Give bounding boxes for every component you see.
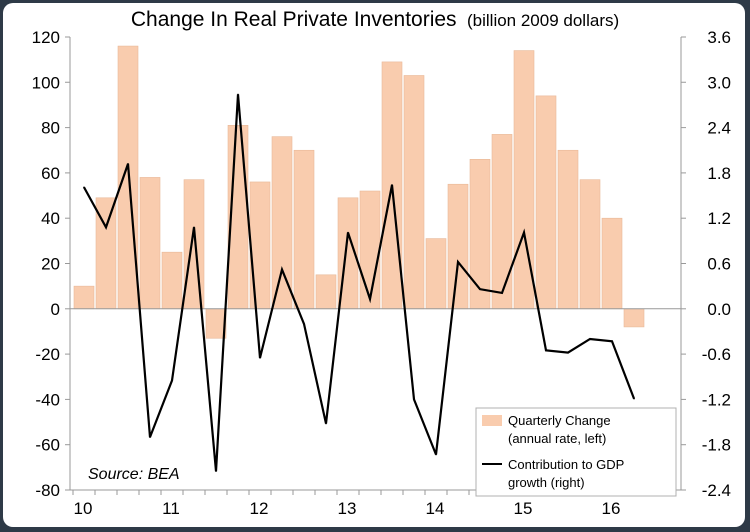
- x-axis-ticks: 10 11 12 13 14 15 16: [74, 499, 621, 518]
- line-point-2012-q2: [281, 268, 283, 271]
- right-tick-label: 2.4: [707, 119, 731, 138]
- line-point-2011-q2: [193, 226, 195, 229]
- bar-2011-q2: [183, 179, 205, 310]
- bar-2015-q2: [535, 95, 557, 310]
- left-tick-label: 60: [41, 164, 60, 183]
- bar-2015-q3: [557, 149, 579, 310]
- line-point-2014-q1: [435, 453, 437, 456]
- bar-2012-q4: [315, 274, 337, 310]
- line-point-2014-q4: [501, 292, 503, 294]
- x-tick-label-13: 13: [338, 499, 357, 518]
- x-tick-label-10: 10: [74, 499, 93, 518]
- line-point-2011-q4: [237, 93, 239, 96]
- line-series: [83, 93, 636, 472]
- line-point-2011-q1: [171, 379, 173, 382]
- x-tick-label-15: 15: [514, 499, 533, 518]
- line-point-2013-q3: [391, 184, 393, 186]
- left-tick-label: -80: [35, 481, 60, 500]
- right-tick-label: 1.8: [707, 164, 731, 183]
- left-tick-label: -20: [35, 345, 60, 364]
- legend-bar-swatch: [482, 415, 502, 426]
- legend-box: [475, 407, 677, 497]
- x-tick-label-12: 12: [250, 499, 269, 518]
- line-point-2015-q1: [523, 231, 525, 234]
- line-point-2015-q4: [589, 338, 591, 340]
- left-tick-label: -60: [35, 436, 60, 455]
- line-point-2012-q4: [325, 422, 327, 425]
- source-note: Source: BEA: [88, 466, 180, 483]
- bar-2014-q4: [491, 134, 513, 310]
- bar-2013-q2: [359, 190, 381, 310]
- line-point-2013-q4: [413, 398, 415, 401]
- left-tick-label: -40: [35, 390, 60, 409]
- right-tick-label: 3.6: [707, 28, 731, 47]
- line-point-2016-q1: [611, 340, 613, 343]
- left-tick-label: 20: [41, 255, 60, 274]
- left-tick-label: 40: [41, 209, 60, 228]
- legend: Quarterly Change (annual rate, left) Con…: [475, 407, 677, 497]
- chart-frame: Change In Real Private Inventories (bill…: [3, 3, 745, 527]
- right-tick-label: -2.4: [702, 481, 731, 500]
- line-point-2013-q1: [347, 231, 349, 234]
- line-point-2010-q4: [149, 436, 151, 438]
- bar-2014-q3: [469, 159, 491, 310]
- left-tick-label: 0: [51, 300, 60, 319]
- line-point-2014-q3: [479, 288, 481, 290]
- left-tick-label: 100: [32, 73, 60, 92]
- line-point-2011-q3: [215, 470, 217, 472]
- line-point-2013-q2: [369, 298, 371, 300]
- chart-title-main: Change In Real Private Inventories: [131, 8, 457, 31]
- line-point-2012-q3: [303, 323, 305, 325]
- x-tick-label-14: 14: [426, 499, 445, 518]
- bar-2011-q1: [161, 251, 183, 310]
- chart-title-sub: (billion 2009 dollars): [467, 11, 619, 30]
- line-point-2015-q2: [545, 349, 547, 352]
- bar-2013-q4: [403, 75, 425, 310]
- line-point-2012-q1: [259, 357, 261, 359]
- right-tick-label: 0.6: [707, 255, 731, 274]
- right-tick-label: -1.8: [702, 436, 731, 455]
- left-tick-label: 80: [41, 119, 60, 138]
- bar-2014-q1: [425, 238, 447, 310]
- right-tick-label: -1.2: [702, 390, 731, 409]
- bar-2010-q1: [73, 285, 95, 310]
- line-point-2014-q2: [457, 261, 459, 263]
- bar-2012-q2: [271, 136, 293, 310]
- bar-series: [73, 45, 645, 339]
- x-tick-label-11: 11: [162, 499, 180, 518]
- bar-2016-q1: [601, 217, 623, 310]
- bar-2015-q4: [579, 179, 601, 310]
- bar-2014-q2: [447, 183, 469, 310]
- line-point-2015-q3: [567, 351, 569, 354]
- right-tick-label: 3.0: [707, 73, 731, 92]
- bar-2016-q2: [623, 308, 645, 328]
- line-point-2016-q2: [633, 397, 635, 400]
- legend-bar-label-line1: Quarterly Change: [508, 413, 611, 428]
- legend-line-label-line2: growth (right): [508, 475, 585, 490]
- inventory-chart: Change In Real Private Inventories (bill…: [32, 8, 731, 518]
- line-point-2010-q3: [127, 163, 129, 165]
- bar-2010-q4: [139, 177, 161, 310]
- line-point-2010-q1: [83, 186, 85, 189]
- chart-title: Change In Real Private Inventories (bill…: [131, 8, 619, 31]
- left-axis-ticks: 120 100 80 60 40 20 0 -20 -40 -60 -80: [32, 28, 60, 500]
- x-tick-label-16: 16: [602, 499, 621, 518]
- legend-bar-label-line2: (annual rate, left): [508, 431, 606, 446]
- right-tick-label: -0.6: [702, 345, 731, 364]
- right-axis-ticks: 3.6 3.0 2.4 1.8 1.2 0.6 0.0 -0.6 -1.2 -1.8 -2.4: [702, 28, 731, 500]
- bar-2012-q1: [249, 181, 271, 310]
- legend-line-label-line1: Contribution to GDP: [508, 457, 624, 472]
- bar-2012-q3: [293, 149, 315, 310]
- gdp-contribution-line: [83, 94, 636, 472]
- line-point-2010-q2: [105, 226, 107, 229]
- right-tick-label: 1.2: [707, 209, 731, 228]
- left-tick-label: 120: [32, 28, 60, 47]
- right-tick-label: 0.0: [707, 300, 731, 319]
